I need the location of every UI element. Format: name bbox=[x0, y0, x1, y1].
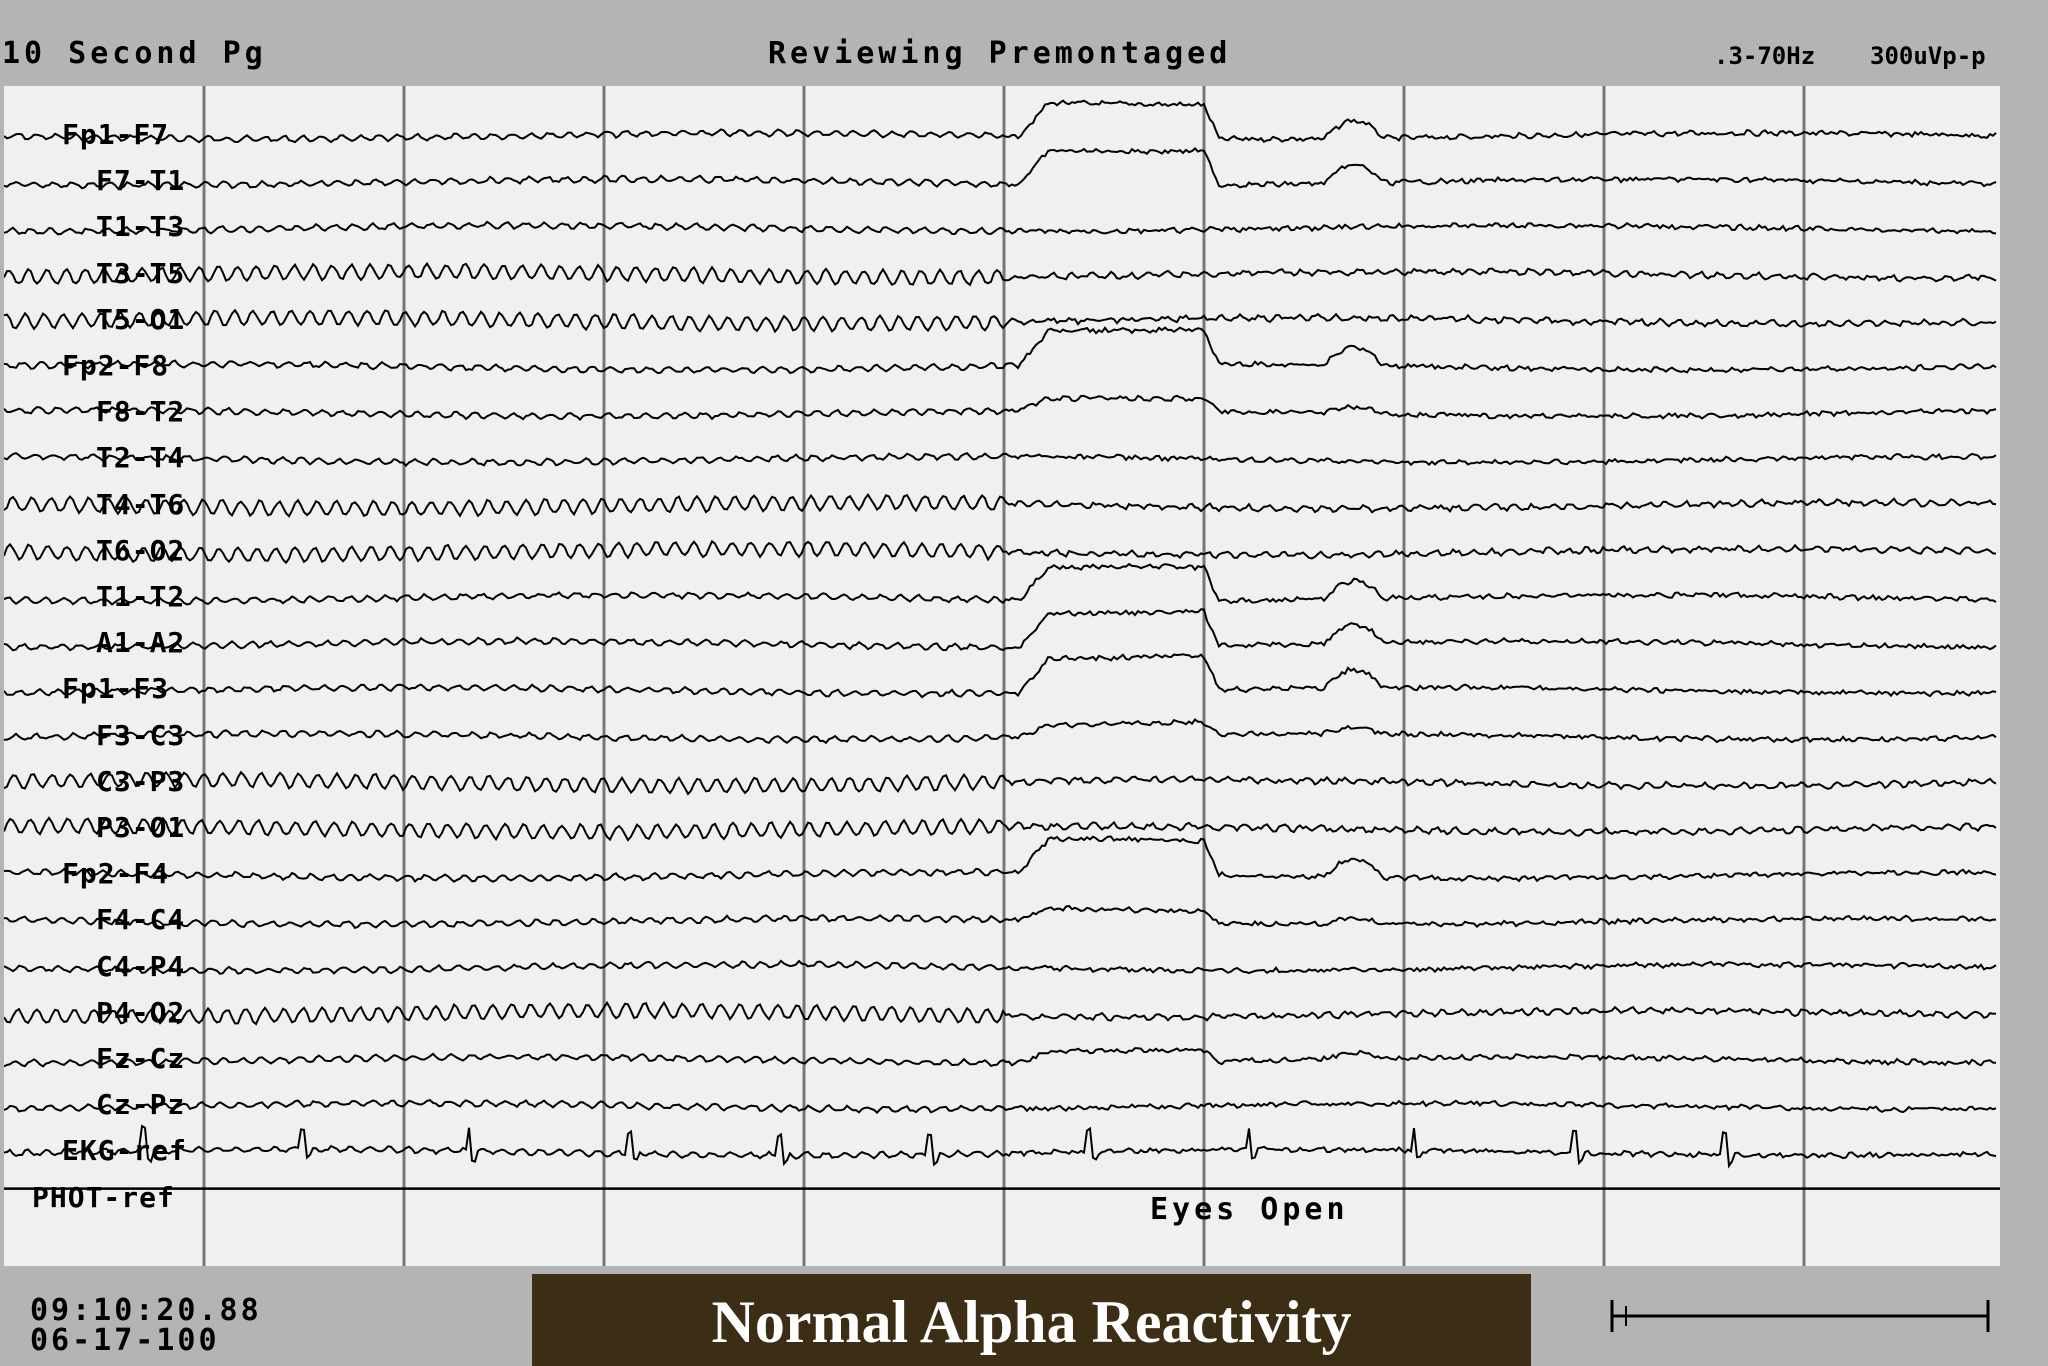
channel-label: P3-O1 bbox=[96, 811, 186, 844]
eeg-trace-t5-o1 bbox=[4, 308, 1997, 334]
eeg-trace-f7-t1 bbox=[4, 147, 1997, 190]
sensitivity-setting: 300uVp-p bbox=[1870, 42, 1986, 70]
eeg-trace-t1-t2 bbox=[4, 562, 1997, 606]
eeg-trace-ekg-ref bbox=[4, 1124, 1997, 1169]
eeg-trace-fz-cz bbox=[4, 1047, 1997, 1068]
eeg-traces bbox=[4, 86, 2000, 1266]
channel-label: Fp1-F3 bbox=[62, 672, 170, 706]
filter-setting: .3-70Hz bbox=[1714, 42, 1816, 70]
channel-label: Fp2-F8 bbox=[62, 349, 170, 382]
eeg-trace-cz-pz bbox=[4, 1098, 1997, 1114]
eeg-trace-f4-c4 bbox=[4, 904, 1997, 930]
eeg-trace-c4-p4 bbox=[4, 959, 1997, 975]
eeg-trace-t3-t5 bbox=[4, 261, 1997, 287]
eeg-trace-t4-t6 bbox=[4, 492, 1997, 518]
channel-label: EKG-ref bbox=[62, 1134, 188, 1168]
eeg-trace-panel: Fp1-F7 F7-T1 T1-T3 T3-T5 T5-O1 Fp2-F8 F8-T2 T2-… bbox=[4, 86, 2000, 1266]
channel-label: Cz-Pz bbox=[96, 1088, 186, 1122]
header-bar: 10 Second Pg Reviewing Premontaged .3-70… bbox=[0, 0, 2048, 86]
page-duration-label: 10 Second Pg bbox=[2, 36, 267, 71]
channel-label: T1-T2 bbox=[96, 580, 186, 613]
timestamp-date: 06-17-100 bbox=[30, 1323, 220, 1358]
timestamp-time: 09:10:20.88 bbox=[30, 1293, 262, 1328]
channel-label: T3-T5 bbox=[96, 256, 186, 290]
eyes-open-annotation: Eyes Open bbox=[1150, 1192, 1349, 1227]
eeg-trace-a1-a2 bbox=[4, 608, 1997, 652]
eeg-trace-c3-p3 bbox=[4, 770, 1997, 796]
channel-label: P4-O2 bbox=[96, 995, 186, 1029]
eeg-trace-fp1-f7 bbox=[4, 99, 1997, 144]
channel-label: T2-T4 bbox=[96, 441, 186, 475]
channel-label: F3-C3 bbox=[96, 718, 186, 752]
recording-timestamp: 09:10:20.88 06-17-100 bbox=[30, 1296, 262, 1356]
channel-label: C4-P4 bbox=[96, 949, 186, 983]
eeg-trace-fp2-f4 bbox=[4, 835, 1997, 883]
time-scale-bar bbox=[1610, 1300, 1990, 1332]
channel-label: T1-T3 bbox=[96, 210, 186, 244]
eeg-trace-p4-o2 bbox=[4, 1000, 1997, 1026]
eeg-trace-f8-t2 bbox=[4, 394, 1997, 422]
eeg-trace-t2-t4 bbox=[4, 451, 1997, 468]
channel-label: A1-A2 bbox=[96, 626, 186, 660]
eeg-trace-t6-o2 bbox=[4, 539, 1997, 565]
channel-label: T5-O1 bbox=[96, 302, 186, 336]
eeg-trace-fp1-f3 bbox=[4, 653, 1997, 699]
channel-label: Fz-Cz bbox=[96, 1042, 186, 1075]
channel-label: F7-T1 bbox=[96, 164, 186, 198]
channel-label: Fp1-F7 bbox=[62, 118, 170, 151]
caption-title: Normal Alpha Reactivity bbox=[711, 1289, 1352, 1355]
channel-label: T4-T6 bbox=[96, 487, 186, 521]
eeg-trace-p3-o1 bbox=[4, 816, 1997, 842]
eeg-trace-f3-c3 bbox=[4, 718, 1997, 745]
caption-banner: Normal Alpha Reactivity bbox=[532, 1274, 1531, 1366]
channel-label: Fp2-F4 bbox=[62, 857, 170, 891]
eeg-trace-t1-t3 bbox=[4, 220, 1997, 236]
channel-label: T6-O2 bbox=[96, 533, 186, 567]
channel-label: F4-C4 bbox=[96, 903, 186, 937]
channel-label: PHOT-ref bbox=[32, 1180, 175, 1214]
eeg-trace-fp2-f8 bbox=[4, 326, 1997, 375]
channel-label: C3-P3 bbox=[96, 764, 186, 798]
review-mode-label: Reviewing Premontaged bbox=[768, 36, 1232, 71]
channel-label: F8-T2 bbox=[96, 395, 186, 429]
